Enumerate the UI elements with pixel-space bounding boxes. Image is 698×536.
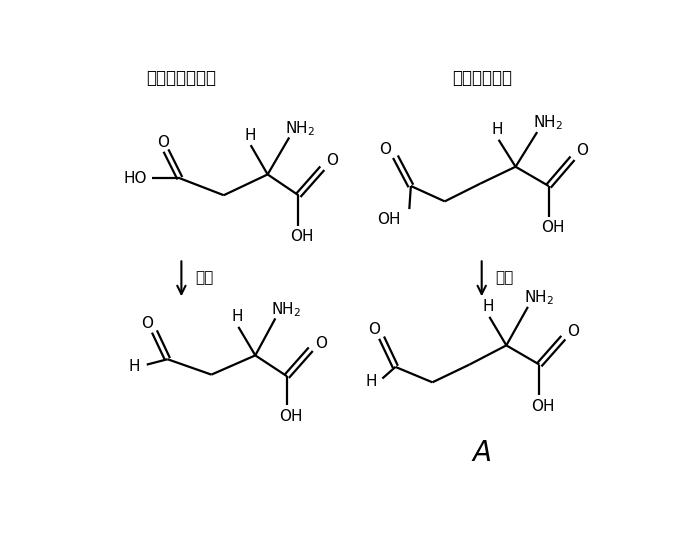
Text: NH$_2$: NH$_2$ bbox=[533, 114, 563, 132]
Text: アスパラギン酸: アスパラギン酸 bbox=[147, 69, 216, 87]
Text: グルタミン酸: グルタミン酸 bbox=[452, 69, 512, 87]
Text: OH: OH bbox=[279, 409, 302, 424]
Text: O: O bbox=[157, 136, 169, 151]
Text: 還元: 還元 bbox=[496, 270, 514, 285]
Text: NH$_2$: NH$_2$ bbox=[271, 300, 302, 318]
Text: HO: HO bbox=[124, 171, 147, 186]
Text: OH: OH bbox=[541, 220, 564, 235]
Text: H: H bbox=[245, 129, 256, 144]
Text: H: H bbox=[482, 300, 493, 315]
Text: O: O bbox=[326, 153, 339, 168]
Text: 還元: 還元 bbox=[195, 270, 214, 285]
Text: H: H bbox=[366, 374, 378, 389]
Text: NH$_2$: NH$_2$ bbox=[285, 119, 315, 138]
Text: O: O bbox=[380, 142, 392, 157]
Text: OH: OH bbox=[532, 399, 555, 414]
Text: OH: OH bbox=[378, 212, 401, 227]
Text: OH: OH bbox=[290, 229, 314, 244]
Text: H: H bbox=[231, 309, 243, 324]
Text: H: H bbox=[128, 360, 140, 375]
Text: O: O bbox=[368, 322, 380, 337]
Text: A: A bbox=[472, 439, 491, 467]
Text: NH$_2$: NH$_2$ bbox=[524, 288, 554, 307]
Text: O: O bbox=[141, 316, 153, 331]
Text: H: H bbox=[491, 122, 503, 137]
Text: O: O bbox=[567, 324, 579, 339]
Text: O: O bbox=[577, 143, 588, 158]
Text: O: O bbox=[315, 336, 327, 351]
